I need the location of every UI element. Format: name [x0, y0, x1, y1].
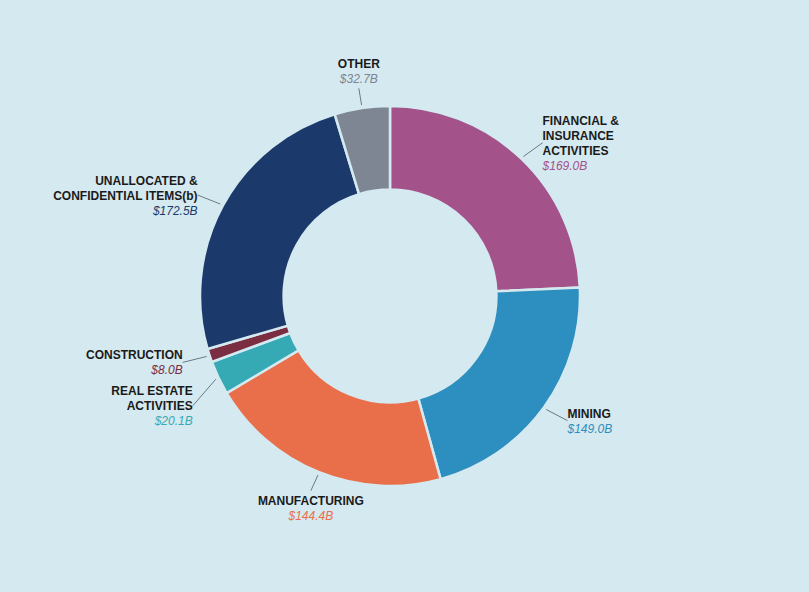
value-label: $149.0B — [567, 422, 613, 436]
slice-label-line: ACTIVITIES — [543, 144, 609, 158]
value-label: $20.1B — [154, 414, 193, 428]
wedge — [418, 288, 580, 480]
leader-line — [546, 409, 567, 420]
leader-line — [183, 356, 207, 362]
slice-label: MINING — [568, 407, 611, 421]
slice-label-line: CONSTRUCTION — [86, 348, 183, 362]
value-label: $172.5B — [152, 204, 198, 218]
leader-line — [311, 475, 318, 491]
leader-line — [359, 88, 362, 105]
value-label: $32.7B — [339, 72, 378, 86]
labels: FINANCIAL &INSURANCEACTIVITIES$169.0BMIN… — [53, 57, 619, 522]
wedges — [200, 106, 580, 486]
slice-label-line: MANUFACTURING — [258, 494, 364, 508]
leader-line — [193, 379, 216, 406]
value-label: $144.4B — [288, 509, 334, 523]
slice-label-line: CONFIDENTIAL ITEMS(b) — [53, 189, 197, 203]
slice-label-line: MINING — [568, 407, 611, 421]
wedge — [335, 106, 390, 194]
slice-label: UNALLOCATED &CONFIDENTIAL ITEMS(b) — [53, 174, 198, 203]
slice-label-line: UNALLOCATED & — [95, 174, 198, 188]
slice-label-line: REAL ESTATE — [111, 384, 192, 398]
slice-label: FINANCIAL &INSURANCEACTIVITIES — [543, 114, 620, 158]
slice-label-line: FINANCIAL & — [543, 114, 620, 128]
slice-label-line: ACTIVITIES — [127, 399, 193, 413]
slice-label: REAL ESTATEACTIVITIES — [111, 384, 192, 413]
slice-label-line: OTHER — [338, 57, 380, 71]
leader-line — [198, 195, 221, 204]
chart: FINANCIAL &INSURANCEACTIVITIES$169.0BMIN… — [0, 0, 809, 592]
value-label: $8.0B — [150, 363, 182, 377]
value-label: $169.0B — [542, 159, 588, 173]
leader-line — [523, 143, 542, 157]
slice-label: MANUFACTURING — [258, 494, 364, 508]
slice-label: OTHER — [338, 57, 380, 71]
slice-label: CONSTRUCTION — [86, 348, 183, 362]
slice-label-line: INSURANCE — [543, 129, 614, 143]
wedge — [200, 114, 359, 349]
